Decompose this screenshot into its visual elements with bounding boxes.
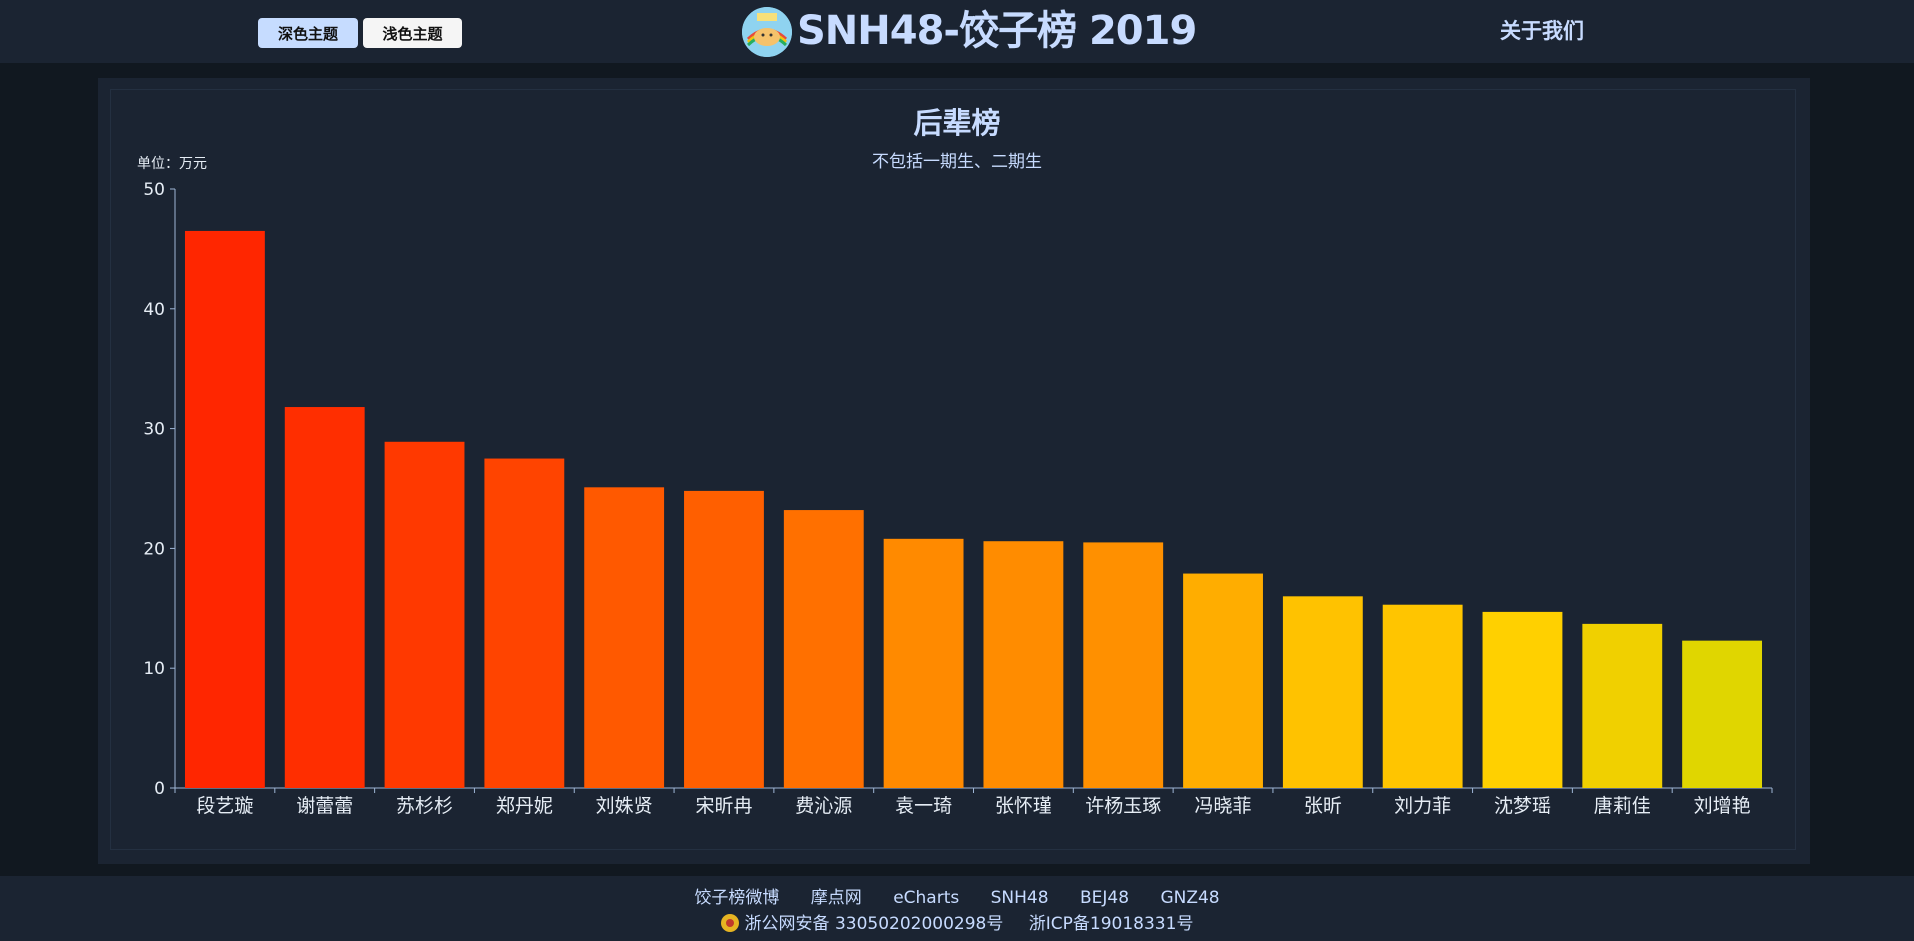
chart-subtitle: 不包括一期生、二期生 xyxy=(872,152,1042,172)
bar xyxy=(1382,604,1463,788)
x-tick-label: 沈梦瑶 xyxy=(1494,795,1551,817)
chart-title: 后辈榜 xyxy=(913,106,1001,140)
dark-theme-button[interactable]: 深色主题 xyxy=(258,18,358,48)
x-tick-label: 刘增艳 xyxy=(1694,795,1751,817)
footer-records: 浙公网安备 33050202000298号 浙ICP备19018331号 xyxy=(0,909,1914,934)
top-bar: 深色主题 浅色主题 SNH48-饺子榜 2019 关于我们 xyxy=(0,0,1914,63)
footer-link-modian[interactable]: 摩点网 xyxy=(810,888,862,908)
x-tick-label: 张昕 xyxy=(1304,795,1342,817)
x-tick-label: 刘姝贤 xyxy=(596,795,653,817)
light-theme-button[interactable]: 浅色主题 xyxy=(363,18,462,48)
bar xyxy=(284,407,365,788)
bar xyxy=(684,490,764,788)
footer-link-weibo[interactable]: 饺子榜微博 xyxy=(694,888,780,908)
x-tick-label: 唐莉佳 xyxy=(1594,795,1651,817)
bar xyxy=(983,541,1064,788)
chart-frame xyxy=(110,89,1796,850)
unit-label: 单位：万元 xyxy=(137,156,207,172)
bar xyxy=(184,230,265,788)
y-tick-label: 40 xyxy=(143,300,165,320)
bar xyxy=(1682,640,1763,788)
logo-icon xyxy=(742,7,792,57)
icp-record-link[interactable]: 浙ICP备19018331号 xyxy=(1028,914,1194,934)
about-us-link[interactable]: 关于我们 xyxy=(1500,19,1584,43)
y-tick-label: 20 xyxy=(143,539,165,559)
x-tick-label: 苏杉杉 xyxy=(396,795,453,817)
footer-link-gnz48[interactable]: GNZ48 xyxy=(1160,888,1220,908)
bar xyxy=(384,441,465,788)
bar xyxy=(1482,611,1563,788)
x-tick-label: 张怀瑾 xyxy=(995,795,1052,817)
footer: 饺子榜微博 摩点网 eCharts SNH48 BEJ48 GNZ48 浙公网安… xyxy=(0,876,1914,941)
x-tick-label: 宋昕冉 xyxy=(695,795,752,817)
police-record-text: 浙公网安备 33050202000298号 xyxy=(744,914,1004,934)
y-tick-label: 10 xyxy=(143,659,165,679)
x-tick-label: 袁一琦 xyxy=(895,795,952,817)
x-tick-label: 冯晓菲 xyxy=(1195,795,1252,817)
y-tick-label: 0 xyxy=(154,779,165,799)
x-tick-label: 刘力菲 xyxy=(1394,795,1451,817)
police-badge-icon xyxy=(720,914,739,932)
bar xyxy=(1582,623,1663,788)
police-record-link[interactable]: 浙公网安备 33050202000298号 xyxy=(720,914,1004,934)
bar xyxy=(783,510,864,788)
footer-links: 饺子榜微博 摩点网 eCharts SNH48 BEJ48 GNZ48 xyxy=(0,883,1914,908)
x-tick-label: 段艺璇 xyxy=(196,795,253,817)
footer-link-bej48[interactable]: BEJ48 xyxy=(1079,888,1130,908)
x-tick-label: 谢蕾蕾 xyxy=(296,795,353,817)
bar xyxy=(1183,573,1263,788)
bar xyxy=(1282,596,1363,788)
footer-link-snh48[interactable]: SNH48 xyxy=(990,888,1049,908)
bar xyxy=(584,487,665,788)
site-title: SNH48-饺子榜 2019 xyxy=(797,8,1197,54)
y-tick-label: 50 xyxy=(143,180,165,200)
x-tick-label: 许杨玉琢 xyxy=(1085,795,1161,817)
x-tick-label: 郑丹妮 xyxy=(496,795,553,817)
bar xyxy=(883,538,964,788)
x-tick-label: 费沁源 xyxy=(795,795,852,817)
bar xyxy=(1083,542,1164,788)
footer-link-echarts[interactable]: eCharts xyxy=(893,888,960,908)
y-tick-label: 30 xyxy=(143,420,165,440)
bar xyxy=(484,458,565,788)
